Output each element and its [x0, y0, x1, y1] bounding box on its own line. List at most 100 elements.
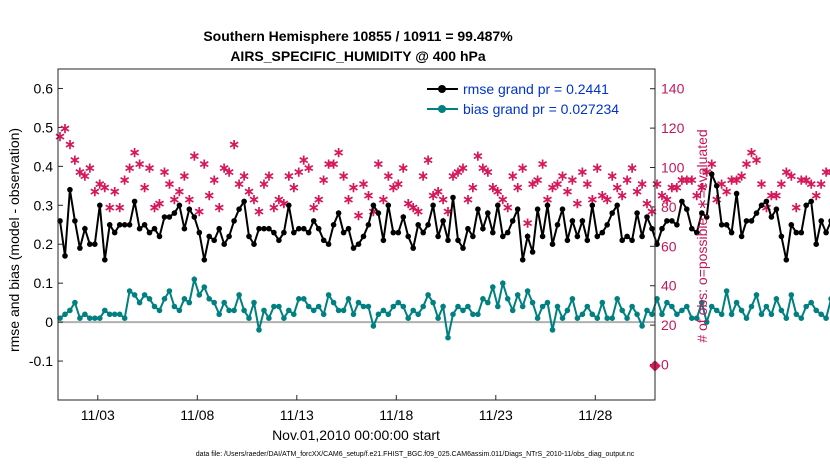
rmse-point	[495, 202, 501, 209]
bias-point	[385, 311, 392, 318]
obs-count-marker: ∗	[785, 167, 797, 183]
obs-count-marker: ∗	[228, 136, 240, 152]
bias-point	[196, 292, 203, 298]
bias-point	[176, 307, 183, 314]
rmse-point	[97, 202, 103, 209]
obs-count-marker: ∗	[338, 167, 350, 183]
bias-point	[400, 303, 407, 310]
obs-count-marker: ∗	[522, 215, 534, 231]
obs-count-marker: ∗	[547, 179, 559, 195]
bias-point	[92, 315, 98, 322]
bias-point	[251, 299, 257, 306]
bias-point	[291, 311, 297, 318]
rmse-point	[405, 233, 412, 240]
x-tick-label: 11/18	[379, 407, 413, 423]
obs-count-marker: ∗	[606, 167, 618, 183]
rmse-point	[524, 233, 531, 240]
obs-count-marker: ∗	[681, 171, 693, 187]
rmse-point	[644, 214, 650, 220]
obs-count-marker: ∗	[417, 167, 429, 183]
rmse-point	[490, 229, 496, 236]
bias-point	[121, 315, 128, 322]
rmse-point	[121, 222, 128, 228]
y-right-tick-label: 140	[661, 81, 685, 97]
obs-count-marker: ∗	[193, 203, 205, 219]
rmse-point	[788, 222, 795, 228]
rmse-point	[519, 257, 526, 263]
bias-point	[430, 299, 436, 306]
obs-count-marker: ∗	[64, 136, 76, 152]
obs-count-marker: ∗	[472, 148, 484, 164]
rmse-point	[440, 218, 446, 224]
rmse-point	[330, 222, 337, 228]
bias-point	[335, 307, 342, 314]
obs-count-marker: ∗	[746, 144, 758, 160]
rmse-point	[181, 225, 188, 232]
rmse-point	[241, 198, 247, 205]
obs-count-marker: ∗	[790, 199, 802, 215]
rmse-point	[395, 229, 402, 236]
obs-count-marker: ∗	[676, 171, 688, 187]
bias-point	[420, 303, 427, 310]
obs-count-marker: ∗	[576, 163, 588, 179]
obs-count-marker: ∗	[368, 203, 380, 219]
bias-point	[281, 315, 287, 322]
rmse-point	[604, 222, 610, 228]
rmse-point	[72, 218, 78, 224]
bias-point	[111, 311, 118, 318]
rmse-point	[166, 214, 173, 220]
obs-count-marker: ∗	[144, 160, 156, 176]
obs-count-marker: ∗	[572, 195, 584, 211]
bias-point	[619, 307, 625, 314]
rmse-point	[694, 229, 700, 236]
bias-point	[519, 303, 526, 310]
bias-point	[470, 311, 476, 318]
bias-point	[718, 311, 725, 318]
rmse-point	[793, 229, 800, 236]
bias-point	[72, 299, 78, 306]
bias-point	[221, 299, 227, 306]
rmse-point	[689, 225, 695, 232]
y-left-tick-label: 0.5	[34, 119, 54, 135]
obs-count-marker: ∗	[248, 191, 260, 207]
rmse-point	[131, 198, 138, 205]
rmse-point	[639, 233, 645, 240]
bias-point	[509, 307, 516, 314]
obs-count-marker: ∗	[412, 203, 424, 219]
bias-point	[310, 307, 317, 314]
obs-count-marker: ∗	[273, 191, 285, 207]
bias-point	[604, 315, 610, 322]
bias-point	[390, 303, 397, 310]
y-axis-left-label: rmse and bias (model - observation)	[6, 128, 22, 352]
bias-point	[808, 299, 814, 306]
bias-point	[624, 315, 630, 322]
rmse-point	[430, 202, 436, 209]
rmse-point	[669, 218, 675, 224]
rmse-point	[649, 225, 655, 232]
bias-point	[743, 315, 750, 322]
bias-point	[425, 292, 431, 298]
obs-count-marker: ∗	[552, 175, 564, 191]
obs-count-marker: ∗	[651, 175, 663, 191]
legend-rmse-marker	[438, 85, 446, 93]
obs-count-marker: ∗	[741, 156, 753, 172]
bias-point	[191, 276, 198, 283]
obs-count-marker: ∗	[427, 187, 439, 203]
bias-point	[236, 292, 242, 298]
obs-count-marker: ∗	[253, 203, 265, 219]
rmse-point	[111, 229, 118, 236]
obs-count-marker: ∗	[517, 160, 529, 176]
y-left-tick-label: 0.3	[34, 197, 54, 213]
rmse-point	[450, 194, 456, 201]
rmse-point	[146, 229, 153, 236]
rmse-point	[504, 229, 511, 236]
bias-point	[679, 307, 685, 314]
obs-count-marker: ∗	[54, 128, 66, 144]
rmse-point	[624, 233, 630, 240]
bias-point	[136, 299, 143, 306]
y-axis-right-label: # of obs: o=possible; ∗=evaluated	[694, 129, 710, 342]
y-left-tick-label: -0.1	[29, 353, 53, 369]
rmse-point	[211, 237, 217, 244]
rmse-point	[614, 202, 620, 209]
y-left-tick-label: 0.4	[34, 158, 54, 174]
